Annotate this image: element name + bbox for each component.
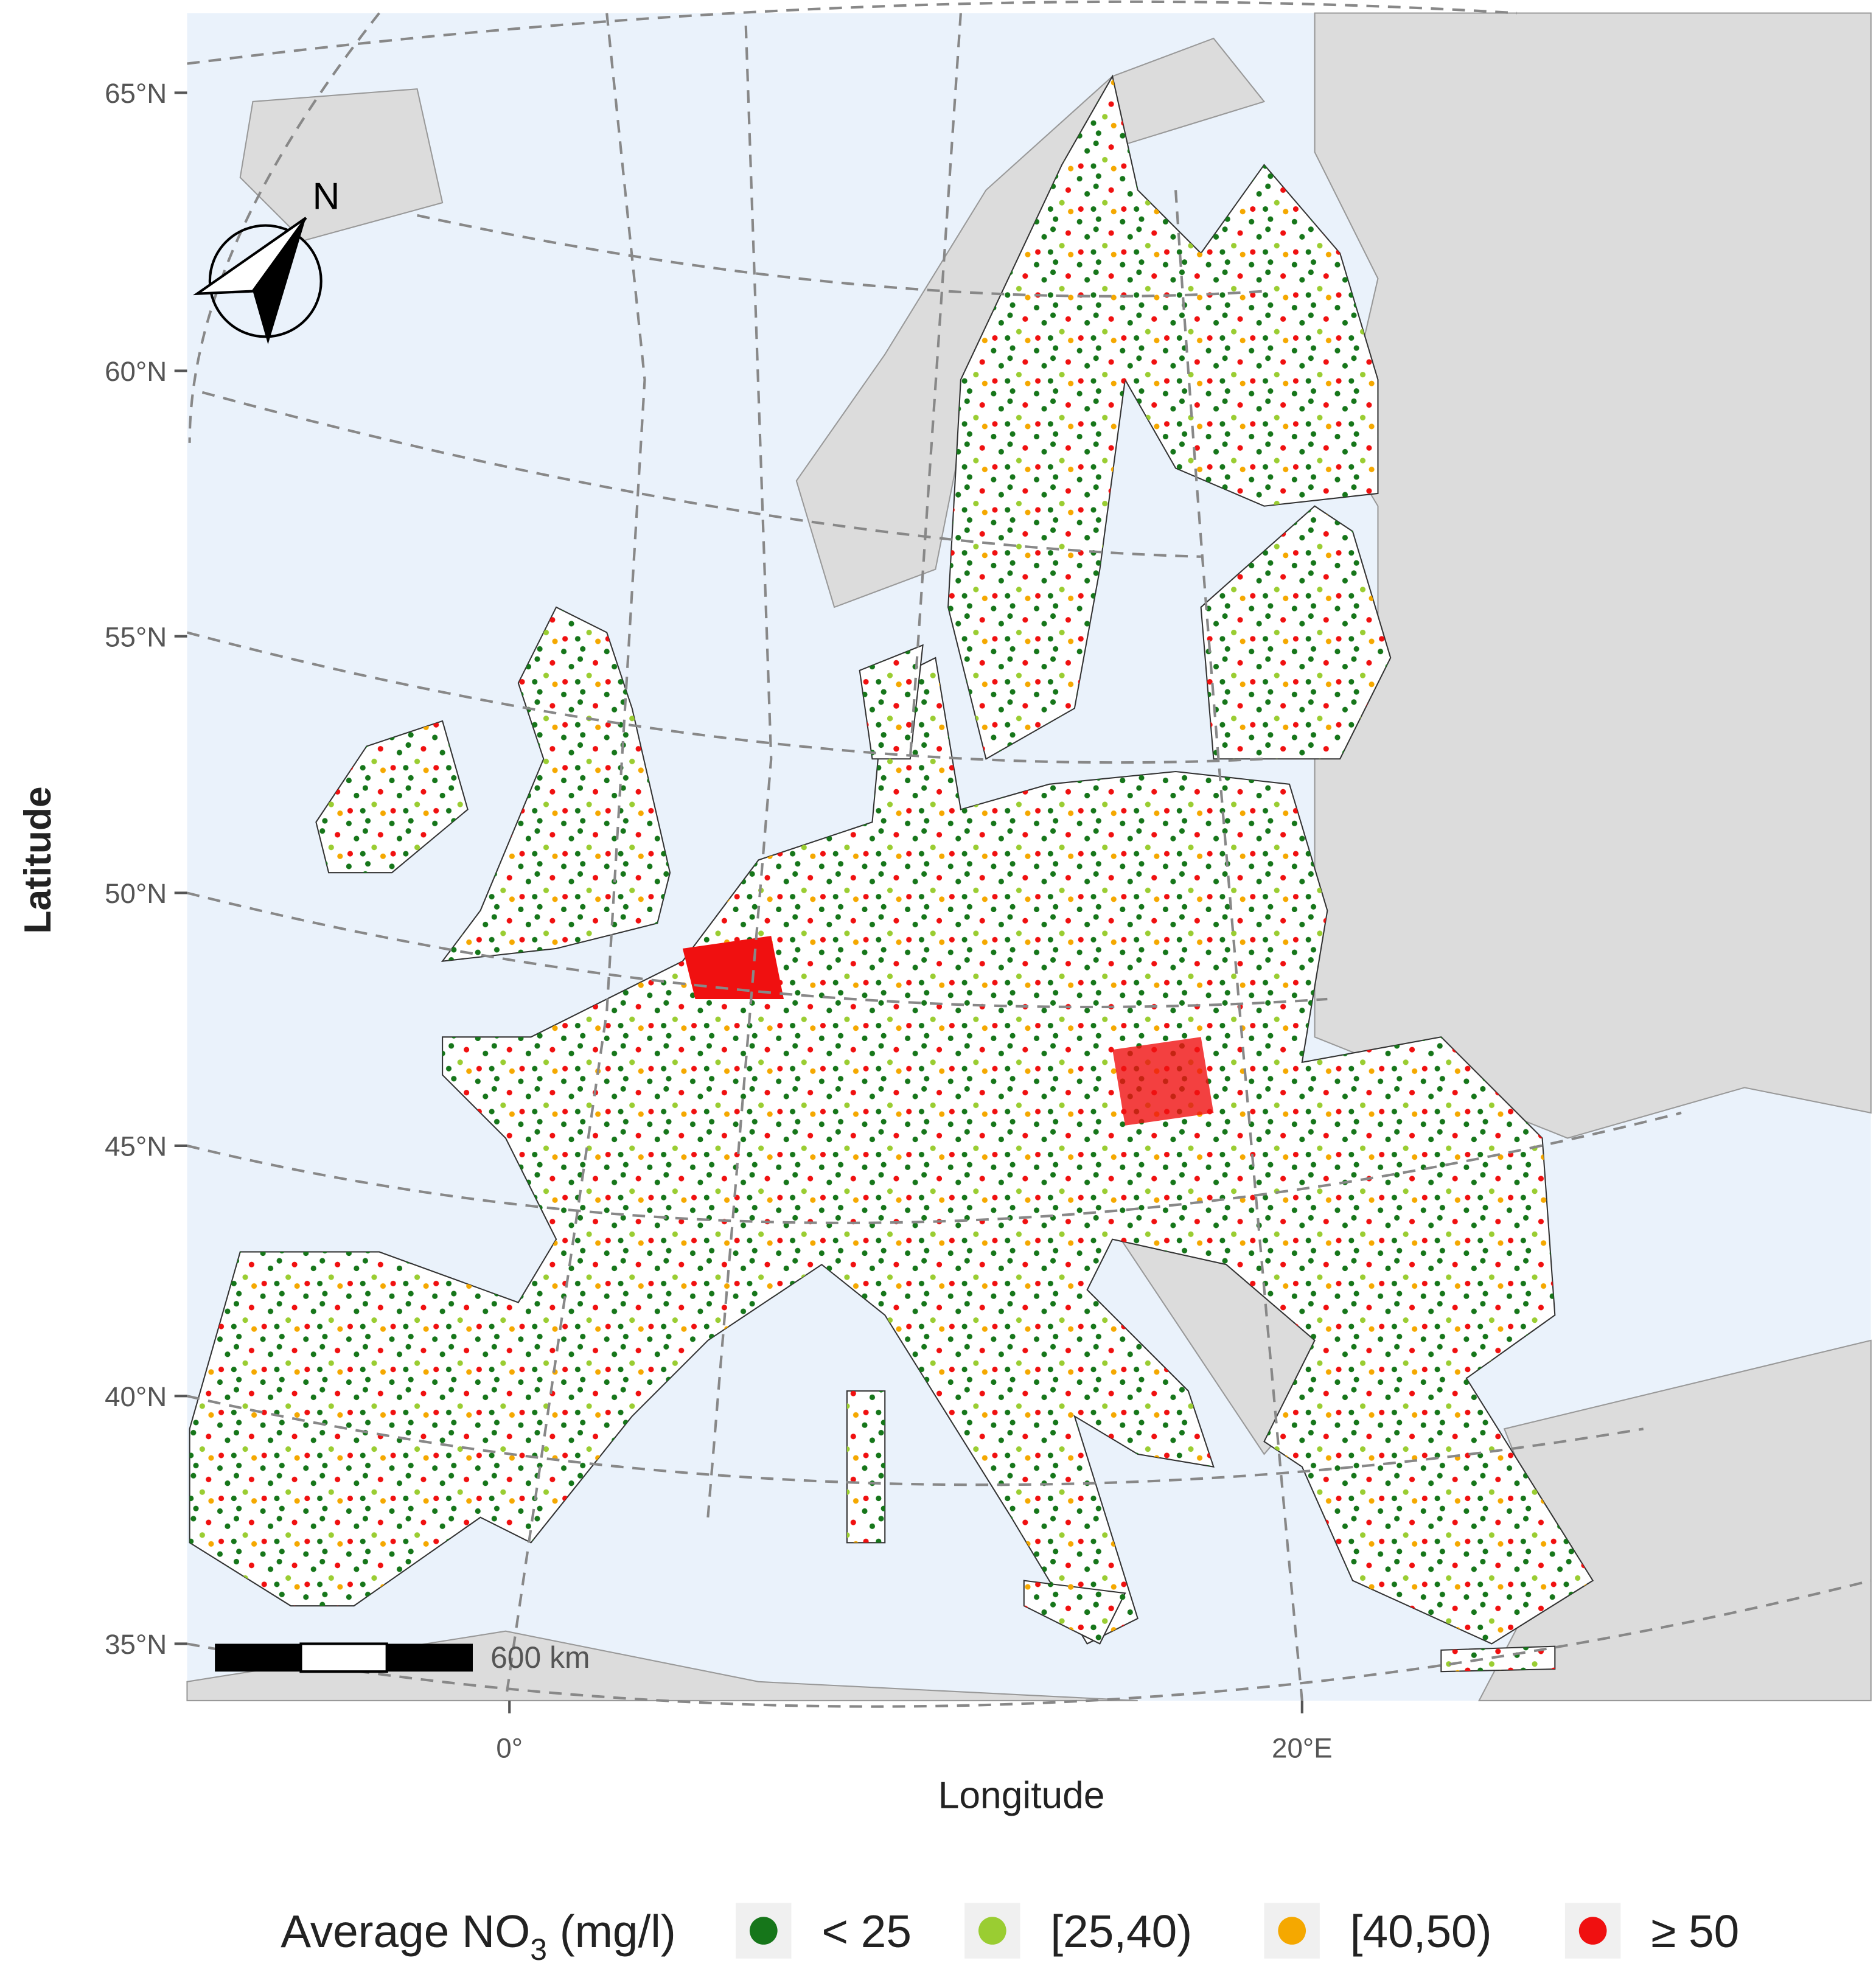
x-tick-label: 0° bbox=[496, 1732, 523, 1763]
y-tick-label: 45°N bbox=[105, 1131, 167, 1162]
x-axis-title: Longitude bbox=[938, 1775, 1105, 1817]
scale-bar: 600 km bbox=[215, 1640, 590, 1675]
x-tick-label: 20°E bbox=[1272, 1732, 1333, 1763]
monitoring-sites bbox=[189, 75, 1594, 1673]
y-tick-label: 50°N bbox=[105, 878, 167, 909]
legend-label: [40,50) bbox=[1350, 1906, 1492, 1957]
legend-label: < 25 bbox=[821, 1906, 912, 1957]
legend-dot bbox=[1278, 1917, 1306, 1945]
y-tick-label: 55°N bbox=[105, 621, 167, 652]
legend-dot bbox=[749, 1917, 778, 1945]
north-label: N bbox=[312, 176, 340, 218]
legend-title-unit: (mg/l) bbox=[560, 1906, 676, 1957]
y-axis-title: Latitude bbox=[17, 786, 59, 933]
graticule bbox=[186, 0, 1872, 1708]
y-tick-label: 35°N bbox=[105, 1629, 167, 1660]
legend-label: [25,40) bbox=[1050, 1906, 1192, 1957]
legend-title-text: Average NO bbox=[281, 1906, 530, 1957]
y-tick-label: 65°N bbox=[105, 78, 167, 109]
y-tick-label: 60°N bbox=[105, 356, 167, 387]
legend-dot bbox=[978, 1917, 1006, 1945]
north-arrow: N bbox=[193, 176, 340, 344]
legend-title-subscript: 3 bbox=[530, 1932, 547, 1967]
legend-title: Average NO3 (mg/l) bbox=[281, 1906, 676, 1967]
map-panel: 600 km N bbox=[186, 0, 1872, 1708]
legend-dot bbox=[1578, 1917, 1607, 1945]
legend-label: ≥ 50 bbox=[1651, 1906, 1739, 1957]
y-tick-label: 40°N bbox=[105, 1381, 167, 1412]
legend: Average NO3 (mg/l) < 25 [25,40) [40,50) ≥ 50 bbox=[281, 1903, 1739, 1967]
scale-label: 600 km bbox=[490, 1640, 590, 1675]
